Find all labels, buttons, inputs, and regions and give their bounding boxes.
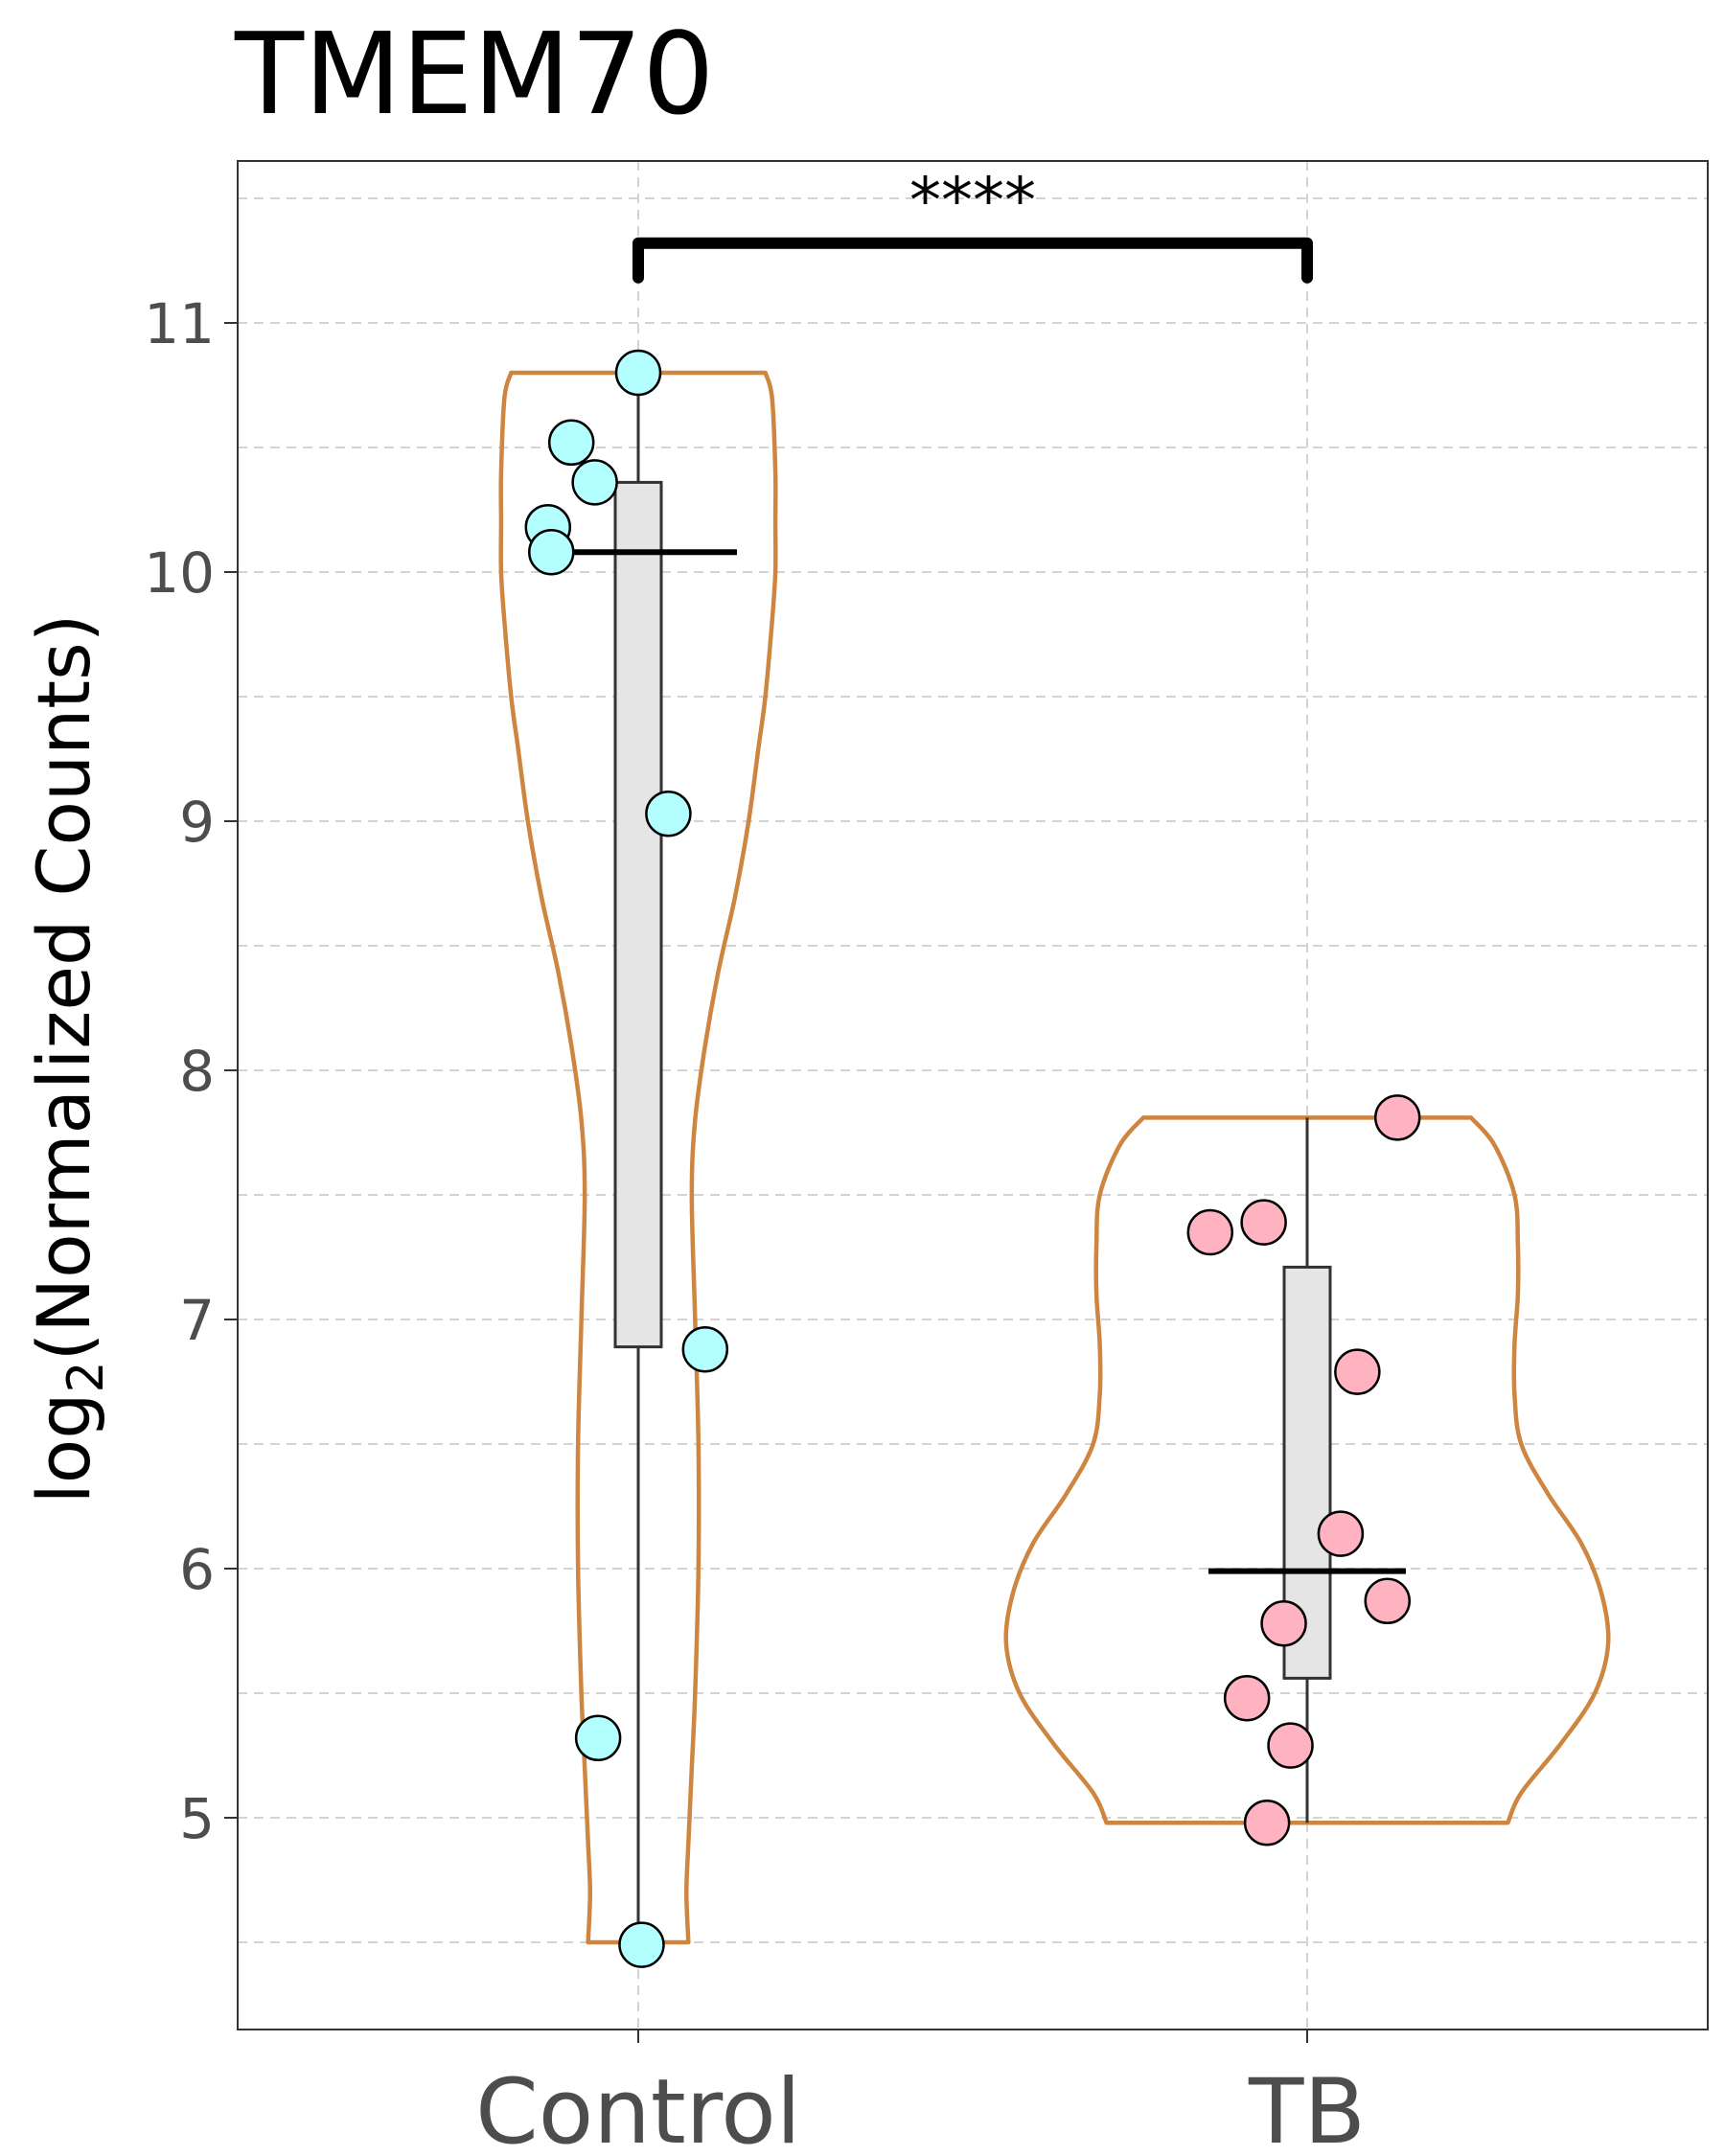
data-point-control (614, 349, 662, 397)
bracket-line (632, 237, 1313, 284)
violin-layer (498, 370, 1611, 1945)
box-tb (1282, 1265, 1332, 1680)
data-point-tb (1223, 1674, 1271, 1722)
data-point-tb (1260, 1599, 1307, 1647)
data-point-tb (1243, 1799, 1291, 1846)
data-point-tb (1186, 1208, 1234, 1256)
grid-lines (238, 161, 1708, 2030)
data-point-control (547, 419, 595, 467)
box-layer (540, 373, 1406, 1945)
data-point-control (574, 1714, 622, 1762)
violin-tb (1003, 1115, 1611, 1825)
data-point-tb (1373, 1094, 1421, 1141)
data-point-tb (1364, 1577, 1412, 1625)
violin-control (498, 370, 778, 1945)
box-control (613, 480, 663, 1349)
x-tick-label: Control (475, 2060, 801, 2156)
data-point-tb (1240, 1199, 1287, 1246)
y-tick-label: 5 (179, 1786, 215, 1851)
data-point-control (528, 528, 575, 576)
y-tick-label: 7 (179, 1288, 215, 1353)
y-tick-label: 11 (144, 291, 215, 356)
x-tick-label: TB (1248, 2060, 1366, 2156)
data-point-control (571, 459, 618, 506)
point-layer (524, 349, 1421, 1968)
chart-title: TMEM70 (234, 8, 714, 140)
y-tick-label: 9 (179, 790, 215, 855)
significance-label: **** (909, 164, 1036, 238)
y-axis-label: log2(Normalized Counts) (21, 614, 115, 1504)
y-axis-label-prefix: log (21, 1392, 106, 1503)
plot-panel-border (237, 160, 1709, 2030)
y-axis-label-subscript: 2 (58, 1361, 115, 1392)
data-point-control (645, 790, 692, 837)
data-point-control (618, 1921, 665, 1968)
y-tick-label: 6 (179, 1537, 215, 1602)
data-point-tb (1317, 1510, 1365, 1557)
y-axis-label-suffix: (Normalized Counts) (21, 614, 106, 1362)
y-tick-label: 8 (179, 1039, 215, 1104)
data-point-tb (1334, 1348, 1381, 1395)
data-point-tb (1267, 1722, 1314, 1769)
axes: 5 6 7 8 9 10 11 Control TB (144, 291, 1366, 2156)
y-tick-label: 10 (144, 540, 215, 606)
data-point-control (681, 1325, 729, 1373)
significance-bracket: **** (632, 164, 1313, 284)
